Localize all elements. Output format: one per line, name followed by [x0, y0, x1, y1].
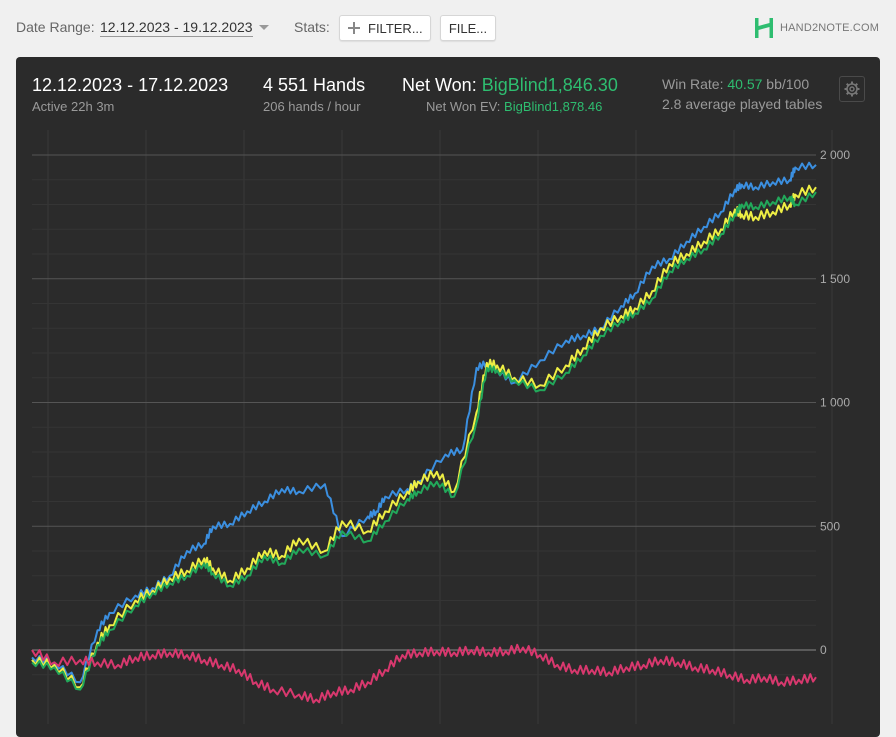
net-won-ev: Net Won EV: BigBlind1,878.46 [426, 99, 602, 114]
date-range-dropdown[interactable]: 12.12.2023 - 19.12.2023 [100, 19, 253, 37]
toolbar: Date Range: 12.12.2023 - 19.12.2023 Stat… [0, 0, 896, 57]
win-rate-label: Win Rate: [662, 76, 724, 92]
y-tick-label: 2 000 [820, 148, 850, 162]
y-tick-labels: 0 500 1 000 1 500 2 000 [820, 148, 850, 657]
net-won-ev-value: BigBlind1,878.46 [504, 99, 603, 114]
filter-button[interactable]: FILTER... [339, 15, 431, 41]
y-tick-label: 500 [820, 519, 840, 533]
logo[interactable]: HAND2NOTE.COM [754, 17, 879, 39]
stats-label: Stats: [294, 19, 330, 35]
date-range-label: Date Range: [16, 19, 95, 35]
profit-chart: 0 500 1 000 1 500 2 000 [31, 130, 850, 724]
win-rate-unit: bb/100 [766, 76, 810, 92]
net-won: Net Won: BigBlind1,846.30 [402, 75, 618, 96]
series-layer [31, 161, 817, 704]
settings-button[interactable] [839, 76, 865, 102]
y-tick-label: 1 500 [820, 272, 850, 286]
y-tick-label: 0 [820, 643, 827, 657]
series-line-3 [31, 643, 817, 704]
file-button-label: FILE... [448, 20, 488, 36]
average-tables: 2.8 average played tables [662, 96, 823, 112]
active-time: Active 22h 3m [32, 99, 115, 114]
hands-per-hour: 206 hands / hour [263, 99, 361, 114]
net-won-label: Net Won: [402, 75, 477, 95]
net-won-value: BigBlind1,846.30 [481, 75, 618, 95]
logo-h-icon [755, 18, 773, 38]
hands-count: 4 551 Hands [263, 75, 366, 95]
chevron-down-icon[interactable] [259, 25, 269, 30]
net-won-ev-label: Net Won EV: [426, 99, 501, 114]
gear-icon [844, 81, 860, 97]
win-rate-value: 40.57 [727, 76, 763, 92]
win-rate: Win Rate: 40.57 bb/100 [662, 76, 809, 92]
y-tick-label: 1 000 [820, 396, 850, 410]
file-button[interactable]: FILE... [440, 15, 496, 41]
graph-panel: 12.12.2023 - 17.12.2023 Active 22h 3m 4 … [16, 57, 880, 737]
series-line-1 [31, 184, 817, 689]
plus-icon [348, 22, 360, 34]
series-line-0 [31, 161, 817, 684]
logo-text: HAND2NOTE.COM [780, 22, 880, 34]
series-line-2 [31, 191, 817, 691]
session-date-range: 12.12.2023 - 17.12.2023 [32, 75, 229, 95]
filter-button-label: FILTER... [368, 20, 423, 36]
